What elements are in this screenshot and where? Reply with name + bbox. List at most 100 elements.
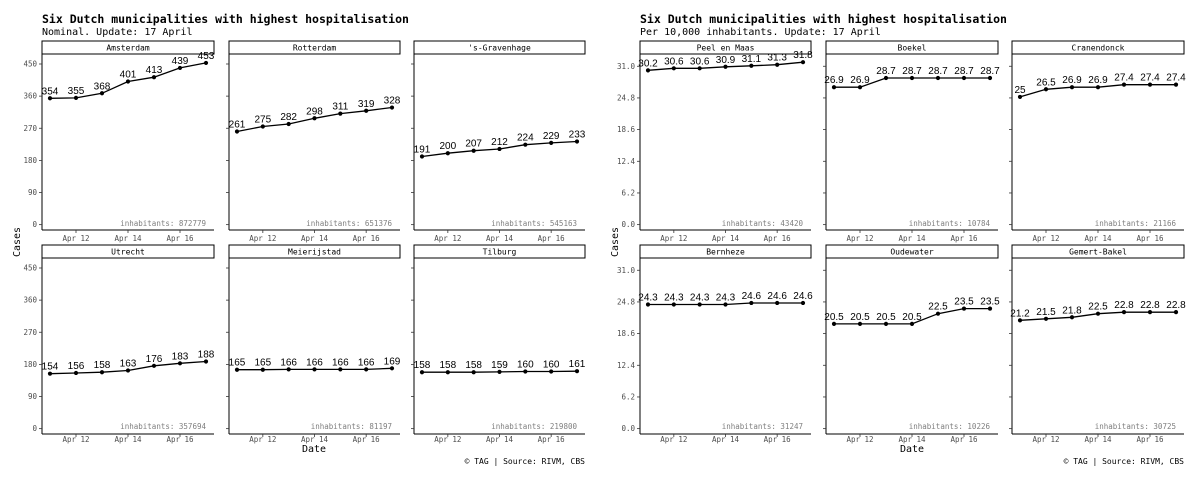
data-point	[73, 95, 79, 101]
facet-panel-1-6: Tilburg Apr 12 Apr 14 Apr 16 inhabitants: 21…	[411, 244, 586, 444]
x-tick-label: Apr 16	[764, 435, 792, 444]
inhabitants-prefix: inhabitants:	[311, 422, 370, 431]
facet-strip	[41, 244, 215, 259]
chart-title: Six Dutch municipalities with highest ho…	[640, 12, 1007, 26]
inhabitants-note: inhabitants: 21166	[1095, 219, 1177, 228]
facet-strip-label: Amsterdam	[106, 44, 150, 53]
data-point	[73, 370, 79, 376]
data-point	[471, 370, 476, 375]
data-point	[445, 151, 450, 156]
data-label: 401	[120, 69, 137, 80]
data-point	[961, 75, 967, 81]
data-label: 20.5	[902, 312, 922, 323]
data-point	[1017, 318, 1023, 323]
data-label: 28.7	[928, 66, 948, 77]
data-point	[234, 367, 240, 372]
data-label: 30.9	[716, 55, 736, 66]
data-label: 453	[198, 51, 215, 62]
inhabitants-prefix: inhabitants:	[909, 422, 968, 431]
x-tick-label: Apr 16	[353, 234, 381, 243]
data-label: 27.4	[1114, 73, 1134, 84]
data-label: 22.5	[1088, 302, 1108, 313]
data-point	[419, 370, 425, 375]
inhabitants-note: inhabitants: 545163	[491, 219, 577, 228]
inhabitants-prefix: inhabitants:	[1095, 219, 1154, 228]
y-tick-label: 90	[28, 392, 38, 401]
caption: © TAG | Source: RIVM, CBS	[1064, 457, 1185, 466]
data-point	[909, 321, 915, 327]
data-label: 156	[68, 361, 85, 372]
y-tick-label: 360	[23, 296, 37, 305]
x-tick-label: Apr 14	[114, 234, 142, 243]
data-label: 176	[146, 354, 163, 365]
data-point	[125, 368, 131, 373]
facet-strip	[825, 244, 999, 259]
data-label: 28.7	[980, 66, 1000, 77]
facet-strip	[228, 40, 401, 55]
inhabitants-prefix: inhabitants:	[909, 219, 968, 228]
data-label: 158	[439, 360, 456, 371]
data-point	[47, 96, 53, 101]
data-label: 160	[517, 360, 534, 371]
facet-strip-label: Peel en Maas	[697, 44, 755, 53]
x-tick-label: Apr 16	[353, 435, 381, 444]
facet-strip	[228, 244, 401, 259]
x-tick-label: Apr 14	[301, 234, 329, 243]
data-label: 166	[280, 357, 297, 368]
x-tick-label: Apr 16	[166, 435, 194, 444]
y-tick-label: 12.4	[617, 157, 636, 166]
facet-strip	[1011, 244, 1185, 259]
inhabitants-note: inhabitants: 219800	[491, 422, 577, 431]
data-point	[800, 300, 806, 306]
y-tick-label: 450	[23, 59, 37, 68]
y-axis-label: Cases	[12, 227, 23, 257]
data-point	[338, 111, 343, 116]
data-label: 159	[491, 360, 508, 371]
inhabitants-value: 219800	[550, 422, 578, 431]
data-label: 20.5	[850, 312, 870, 323]
inhabitants-note: inhabitants: 31247	[722, 422, 803, 431]
data-label: 24.6	[793, 291, 813, 302]
inhabitants-prefix: inhabitants:	[722, 422, 781, 431]
data-point	[177, 65, 183, 71]
x-tick-label: Apr 14	[114, 435, 142, 444]
data-label: 233	[569, 129, 586, 140]
data-label: 23.5	[980, 297, 1000, 308]
y-tick-label: 6.2	[621, 392, 635, 401]
data-point	[987, 75, 993, 81]
data-label: 212	[491, 137, 508, 148]
data-label: 158	[414, 360, 431, 371]
data-point	[389, 366, 395, 371]
inhabitants-note: inhabitants: 10226	[909, 422, 991, 431]
facet-strip	[1011, 40, 1185, 55]
x-tick-label: Apr 16	[538, 435, 566, 444]
data-label: 22.8	[1166, 300, 1186, 311]
inhabitants-value: 81197	[369, 422, 392, 431]
y-tick-label: 18.6	[617, 329, 636, 338]
data-point	[1069, 85, 1075, 90]
x-tick-label: Apr 12	[846, 234, 873, 243]
inhabitants-value: 43420	[780, 219, 803, 228]
inhabitants-value: 651376	[365, 219, 393, 228]
x-tick-label: Apr 12	[1032, 234, 1059, 243]
data-label: 30.6	[664, 56, 684, 67]
inhabitants-note: inhabitants: 872779	[120, 219, 206, 228]
data-point	[723, 302, 728, 307]
chart-title: Six Dutch municipalities with highest ho…	[42, 12, 409, 26]
x-tick-label: Apr 14	[486, 234, 514, 243]
data-label: 26.9	[850, 75, 870, 86]
inhabitants-value: 872779	[179, 219, 206, 228]
x-tick-label: Apr 12	[660, 234, 687, 243]
y-tick-label: 270	[23, 328, 37, 337]
data-label: 200	[439, 141, 456, 152]
data-label: 28.7	[876, 66, 896, 77]
y-tick-label: 180	[23, 360, 37, 369]
data-point	[723, 64, 728, 69]
data-point	[99, 370, 105, 375]
data-label: 21.2	[1010, 308, 1030, 319]
data-point	[523, 142, 528, 147]
data-label: 24.6	[742, 291, 762, 302]
data-point	[151, 75, 157, 80]
x-tick-label: Apr 14	[712, 435, 740, 444]
facet-strip-label: Rotterdam	[293, 44, 337, 53]
